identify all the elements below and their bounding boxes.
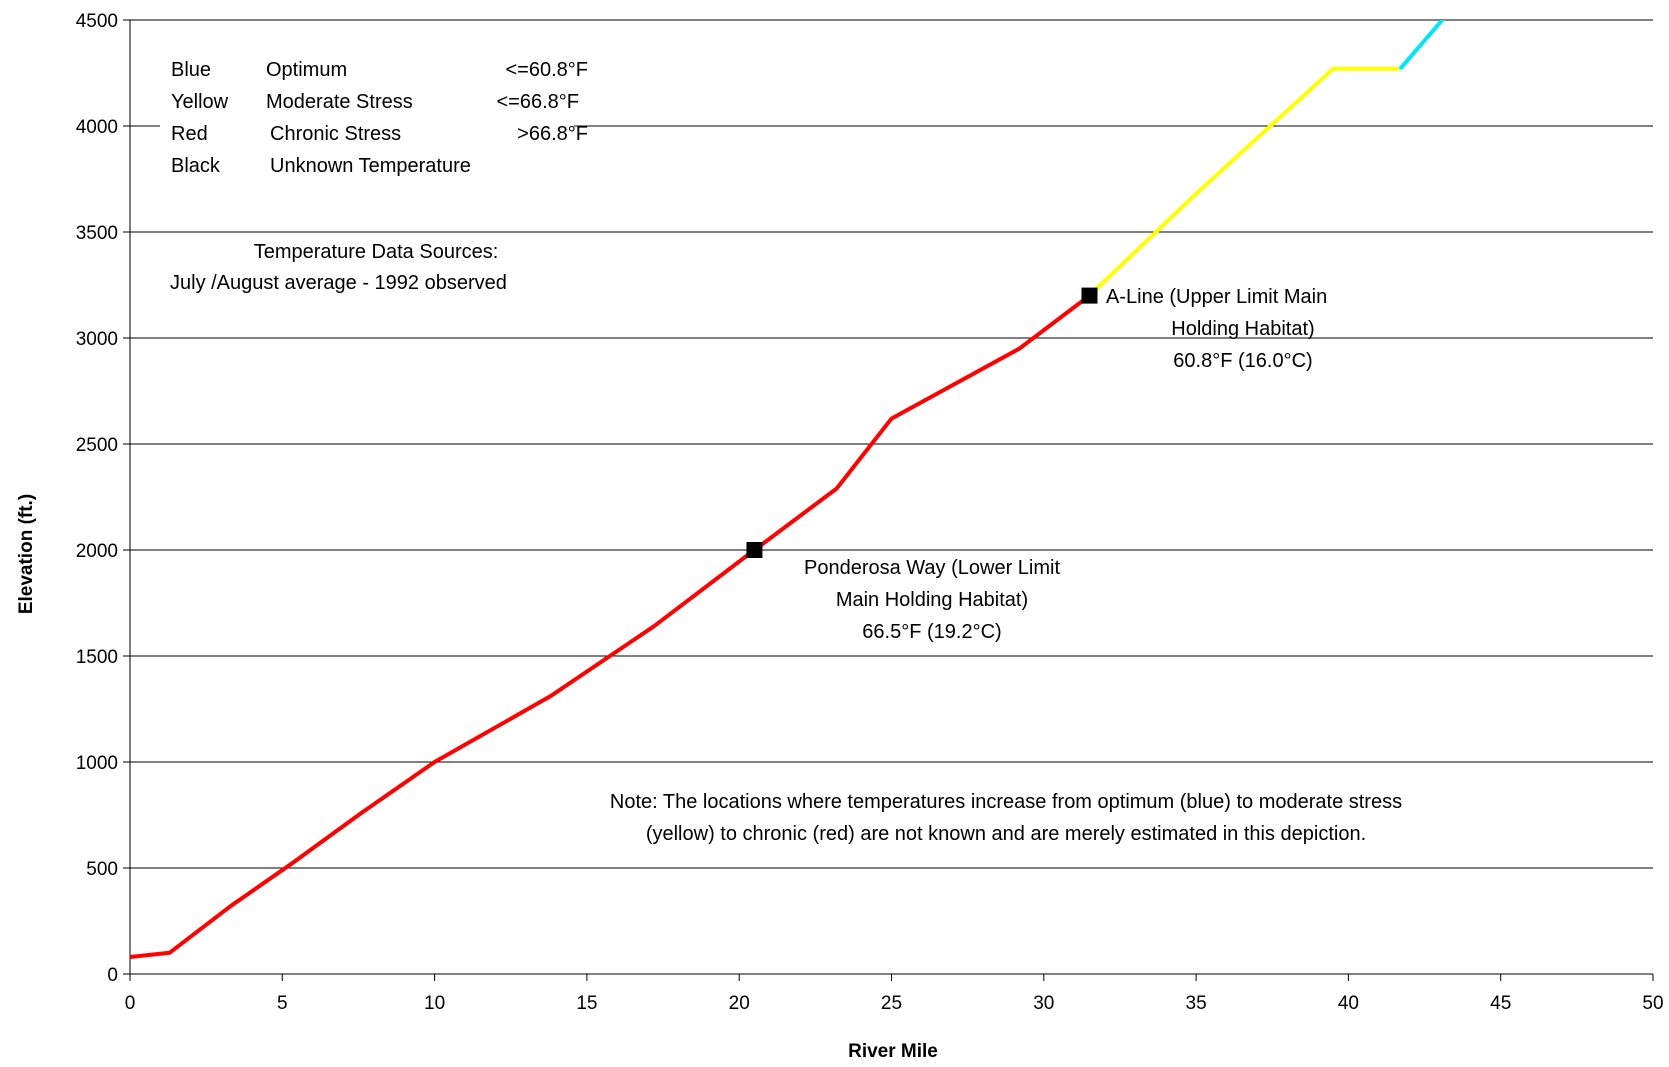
x-tick-label-20: 20 bbox=[729, 993, 750, 1014]
legend-color-blue: Blue bbox=[171, 59, 211, 81]
ponderosa-label-line-2: Main Holding Habitat) bbox=[836, 589, 1028, 611]
x-tick-label-5: 5 bbox=[277, 993, 288, 1014]
axes bbox=[123, 19, 1654, 981]
note-line-2: (yellow) to chronic (red) are not known … bbox=[646, 823, 1366, 845]
legend bbox=[160, 46, 574, 184]
marker-0 bbox=[746, 542, 763, 558]
series-line-2 bbox=[1398, 20, 1445, 71]
a-line-label-line-1: A-Line (Upper Limit Main bbox=[1106, 286, 1327, 308]
x-tick-label-10: 10 bbox=[424, 993, 445, 1014]
sources-title: Temperature Data Sources: bbox=[254, 241, 499, 263]
legend-color-yellow: Yellow bbox=[171, 91, 229, 113]
y-tick-label-4000: 4000 bbox=[76, 117, 118, 138]
x-axis-title: River Mile bbox=[848, 1041, 938, 1062]
legend-range-moderate-stress: <=66.8°F bbox=[497, 91, 580, 113]
sources-annotation: Temperature Data Sources: July /August a… bbox=[170, 241, 507, 294]
legend-label-unknown-temperature: Unknown Temperature bbox=[270, 155, 471, 177]
y-tick-label-1000: 1000 bbox=[76, 753, 118, 774]
series-line-1 bbox=[1088, 66, 1401, 298]
y-tick-label-4500: 4500 bbox=[76, 11, 118, 32]
note-line-1: Note: The locations where temperatures i… bbox=[610, 791, 1402, 813]
y-tick-label-500: 500 bbox=[86, 859, 118, 880]
x-tick-label-30: 30 bbox=[1033, 993, 1054, 1014]
legend-box bbox=[160, 46, 574, 184]
marker-labels: Ponderosa Way (Lower Limit Main Holding … bbox=[804, 286, 1327, 643]
y-tick-label-3000: 3000 bbox=[76, 329, 118, 350]
x-tick-label-50: 50 bbox=[1642, 993, 1663, 1014]
y-tick-label-0: 0 bbox=[107, 965, 118, 986]
legend-range-optimum: <=60.8°F bbox=[506, 59, 589, 81]
legend-entries: Blue Optimum <=60.8°F Yellow Moderate St… bbox=[171, 59, 588, 177]
x-tick-label-0: 0 bbox=[125, 993, 136, 1014]
y-tick-label-1500: 1500 bbox=[76, 647, 118, 668]
legend-label-chronic-stress: Chronic Stress bbox=[270, 123, 401, 145]
marker-1 bbox=[1081, 287, 1098, 304]
x-tick-label-25: 25 bbox=[881, 993, 902, 1014]
x-tick-label-40: 40 bbox=[1338, 993, 1359, 1014]
x-tick-label-15: 15 bbox=[576, 993, 597, 1014]
a-line-label-line-3: 60.8°F (16.0°C) bbox=[1173, 350, 1312, 372]
x-tick-label-45: 45 bbox=[1490, 993, 1511, 1014]
legend-range-chronic-stress: >66.8°F bbox=[517, 123, 588, 145]
x-tick-label-35: 35 bbox=[1186, 993, 1207, 1014]
legend-label-moderate-stress: Moderate Stress bbox=[266, 91, 413, 113]
y-tick-label-3500: 3500 bbox=[76, 223, 118, 244]
series bbox=[130, 20, 1445, 959]
sources-detail: July /August average - 1992 observed bbox=[170, 272, 507, 294]
y-tick-label-2500: 2500 bbox=[76, 435, 118, 456]
legend-label-optimum: Optimum bbox=[266, 59, 347, 81]
legend-color-red: Red bbox=[171, 123, 208, 145]
series-line-0 bbox=[130, 294, 1091, 959]
ponderosa-label-line-1: Ponderosa Way (Lower Limit bbox=[804, 557, 1060, 579]
note-annotation: Note: The locations where temperatures i… bbox=[610, 791, 1402, 845]
markers bbox=[746, 287, 1098, 558]
gridlines bbox=[130, 19, 1653, 869]
ponderosa-label-line-3: 66.5°F (19.2°C) bbox=[862, 621, 1001, 643]
legend-color-black: Black bbox=[171, 155, 221, 177]
y-tick-label-2000: 2000 bbox=[76, 541, 118, 562]
a-line-label-line-2: Holding Habitat) bbox=[1171, 318, 1314, 340]
y-axis-title: Elevation (ft.) bbox=[16, 494, 37, 614]
tick-labels: 0 500 1000 1500 2000 2500 3000 3500 4000 4500 0 5 10… bbox=[76, 11, 1664, 1014]
